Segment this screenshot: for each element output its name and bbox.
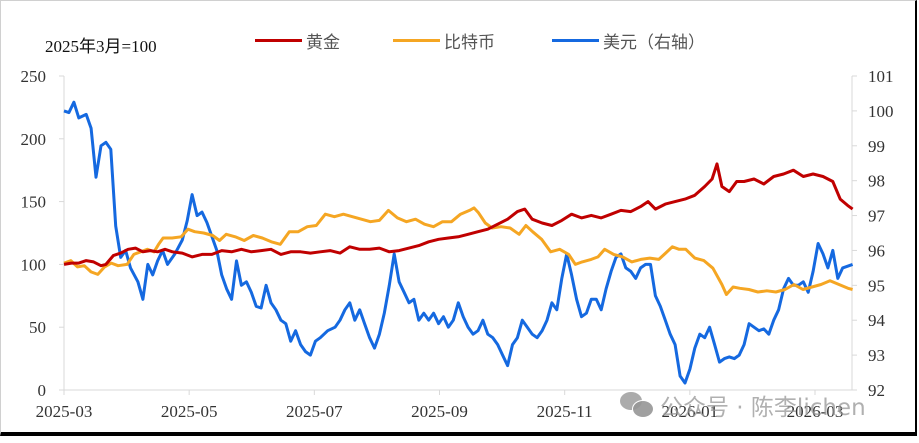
x-tick-label: 2025-07	[286, 402, 343, 421]
right-tick-label: 100	[868, 102, 894, 121]
left-tick-label: 250	[21, 67, 47, 86]
x-tick-label: 2025-11	[537, 402, 593, 421]
x-tick-label: 2025-09	[411, 402, 468, 421]
left-tick-label: 100	[21, 255, 47, 274]
legend-item-bitcoin: 比特币	[393, 28, 495, 53]
x-tick-label: 2025-05	[161, 402, 218, 421]
watermark-text: 公众号 · 陈李lichen	[660, 395, 866, 421]
right-tick-label: 96	[868, 241, 885, 260]
x-tick-label: 2026-01	[661, 402, 718, 421]
legend-label-gold: 黄金	[306, 33, 340, 53]
left-tick-label: 200	[21, 130, 47, 149]
left-tick-label: 50	[29, 318, 46, 337]
chart-subtitle: 2025年3月=100	[45, 37, 157, 56]
legend-label-usd: 美元（右轴）	[603, 33, 705, 53]
wechat-icon	[620, 392, 654, 418]
legend-swatch-gold	[255, 39, 302, 42]
watermark: 公众号 · 陈李lichen	[620, 388, 866, 422]
legend-item-gold: 黄金	[255, 28, 340, 53]
series-line-usd	[63, 100, 854, 385]
right-tick-label: 93	[868, 346, 885, 365]
series-line-bitcoin	[63, 206, 853, 296]
right-tick-label: 101	[868, 67, 894, 86]
axes: 0 50 100 150 200 250 92 93 94 95 96 97 98 99 100 101 202…	[21, 67, 894, 421]
legend-swatch-usd	[552, 39, 599, 42]
x-tick-label: 2025-03	[36, 402, 93, 421]
right-tick-label: 97	[868, 207, 886, 226]
legend-swatch-bitcoin	[393, 39, 440, 42]
left-tick-label: 150	[21, 193, 47, 212]
right-tick-label: 92	[868, 381, 885, 400]
right-tick-label: 99	[868, 137, 885, 156]
left-tick-label: 0	[38, 381, 47, 400]
x-tick-label: 2026-03	[787, 402, 844, 421]
right-tick-label: 98	[868, 172, 885, 191]
legend-label-bitcoin: 比特币	[444, 33, 495, 53]
legend-item-usd: 美元（右轴）	[552, 28, 705, 53]
chart-legend: 黄金 比特币 美元（右轴）	[255, 28, 705, 53]
series-line-gold	[63, 162, 854, 268]
right-tick-label: 95	[868, 276, 885, 295]
series-lines	[63, 100, 854, 385]
right-tick-label: 94	[868, 311, 886, 330]
